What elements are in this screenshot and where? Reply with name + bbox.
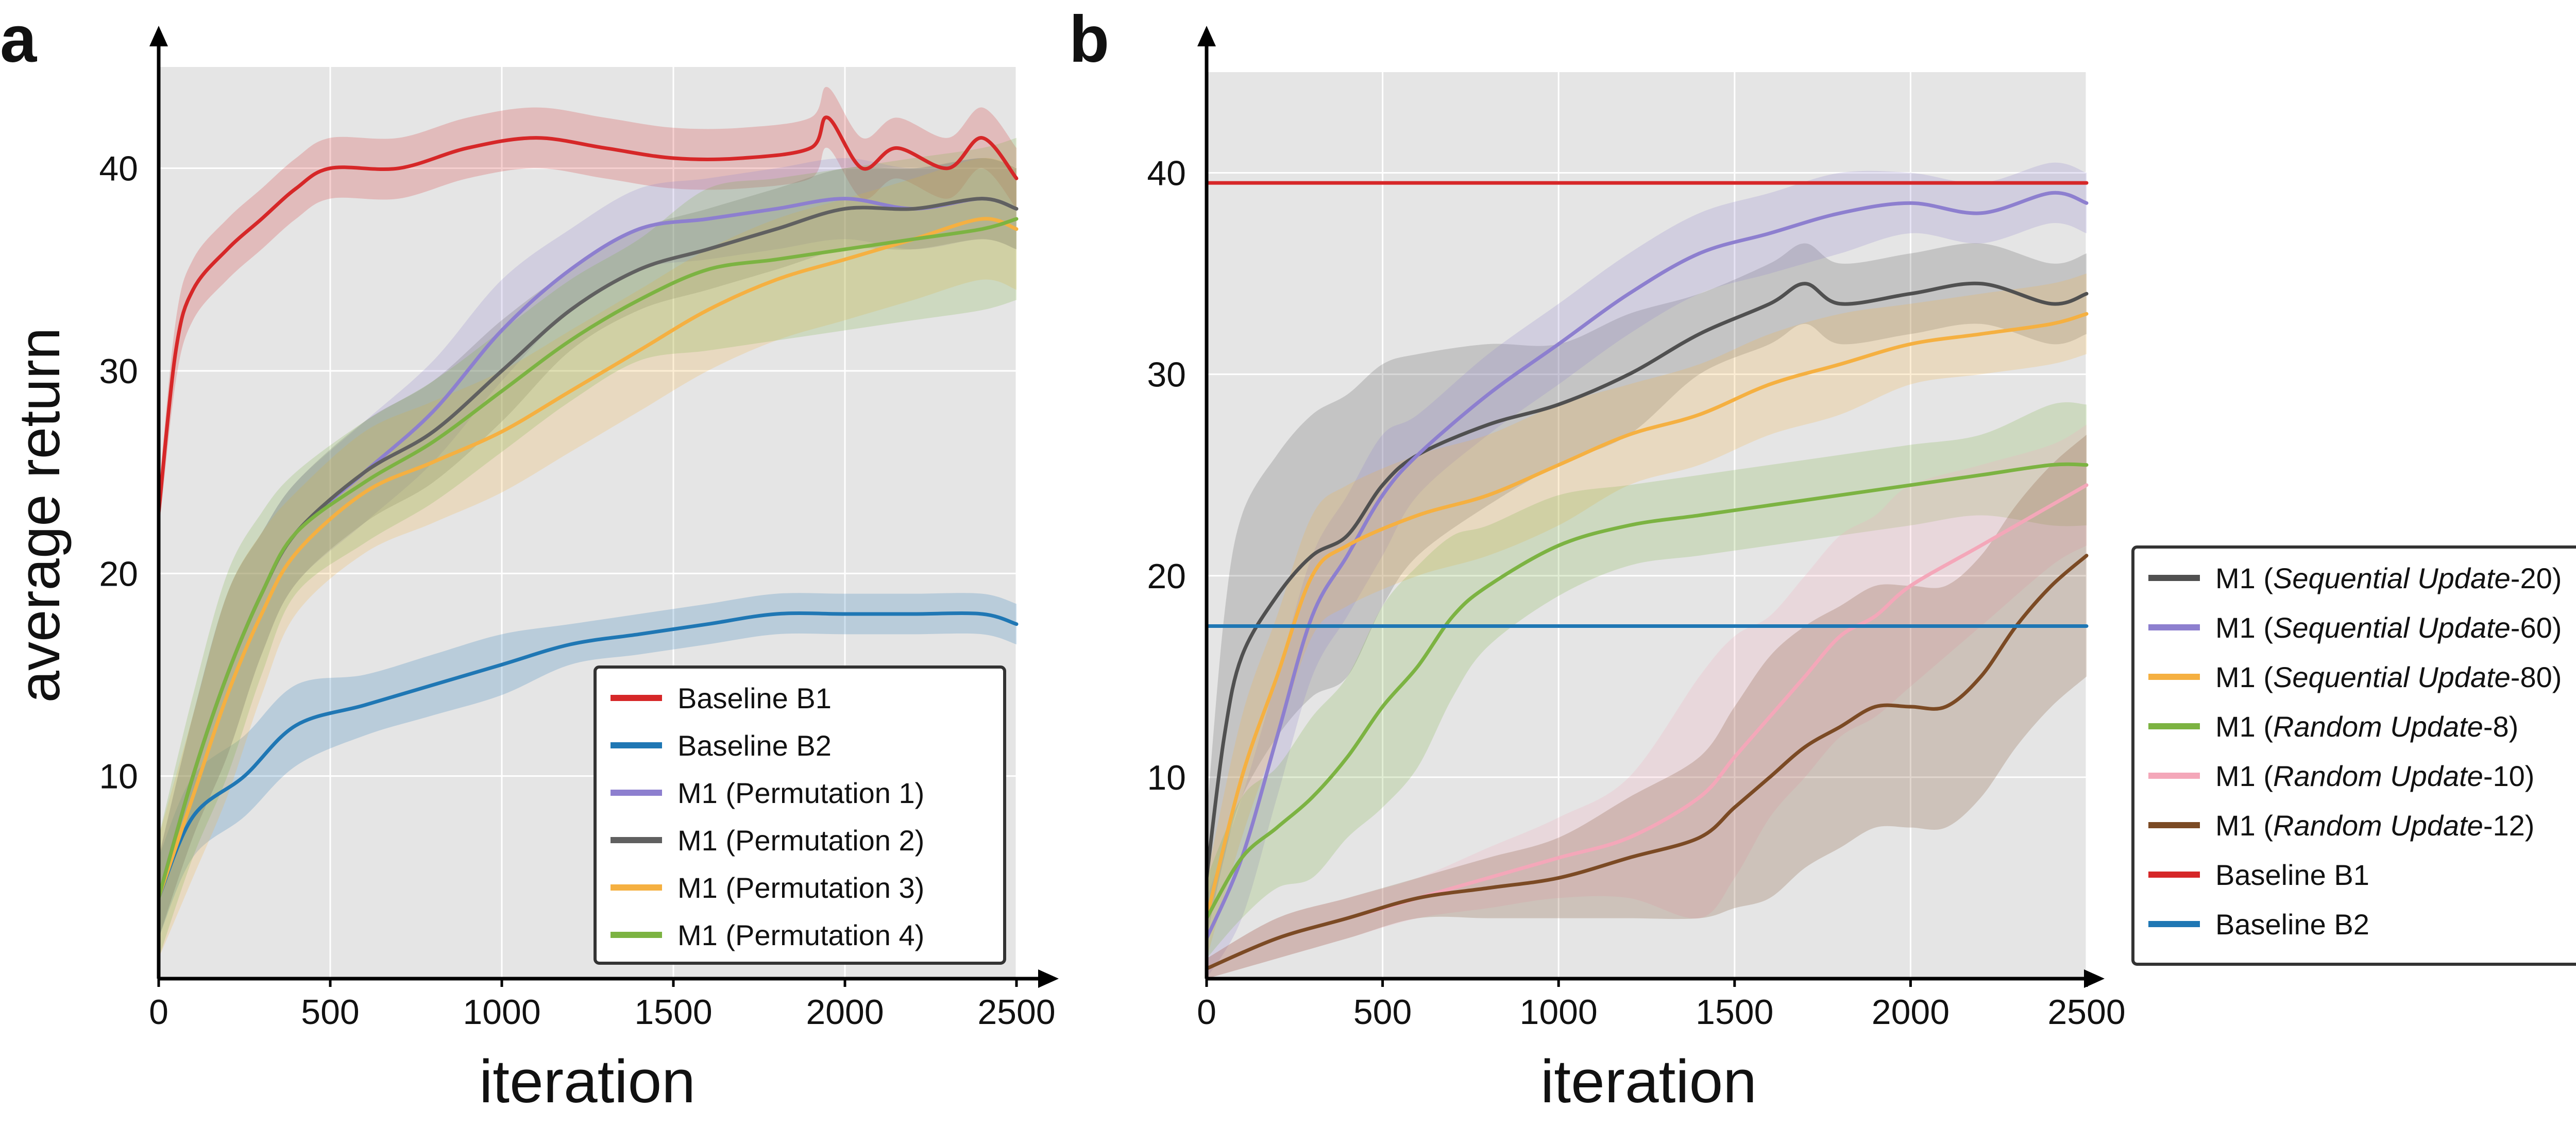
- y-tick-label: 30: [1147, 355, 1186, 395]
- series-line-1: [157, 611, 1019, 900]
- y-tick-label: 30: [99, 352, 138, 391]
- y-tick-label: 10: [1147, 758, 1186, 797]
- axes: 0 500 1000 1500 2000 2500 10 20 30 40: [99, 26, 1059, 1032]
- series-line-0: [157, 115, 1019, 515]
- legend-box: [2131, 545, 2576, 966]
- x-tick-label: 2000: [1872, 993, 1950, 1032]
- x-tick-label: 1500: [634, 993, 712, 1032]
- legend-entry-label: M1 (Sequential Update-60): [2215, 611, 2562, 644]
- panel-letter: a: [0, 3, 37, 76]
- legend-entry-label: Baseline B1: [677, 682, 832, 714]
- series-line-3: [1205, 462, 2089, 920]
- x-tick-label: 500: [301, 993, 359, 1032]
- panel-b: 0 500 1000 1500 2000 2500 10 20 30 40 iteration b M1…: [1069, 3, 2576, 1116]
- series-line-4: [157, 217, 1019, 900]
- legend-entry-label: M1 (Permutation 3): [677, 872, 924, 904]
- series-band-1: [159, 593, 1016, 938]
- legend-entry-label: M1 (Random Update-10): [2215, 760, 2534, 792]
- y-tick-label: 40: [1147, 154, 1186, 193]
- axes: 0 500 1000 1500 2000 2500 10 20 30 40: [1147, 26, 2126, 1032]
- series-line-5: [157, 217, 1019, 900]
- x-axis-label: iteration: [1540, 1048, 1757, 1116]
- series-band-5: [159, 138, 1016, 959]
- x-tick-label: 1000: [463, 993, 540, 1032]
- x-axis-label: iteration: [479, 1048, 696, 1116]
- x-axis-arrow: [2084, 969, 2105, 988]
- x-axis-arrow: [1038, 969, 1059, 988]
- series-band-0: [159, 87, 1016, 533]
- series-line-5: [1205, 554, 2089, 970]
- legend-entry-label: M1 (Sequential Update-80): [2215, 661, 2562, 693]
- x-tick-label: 2500: [977, 993, 1055, 1032]
- y-tick-label: 10: [99, 757, 138, 796]
- legend-entry-label: Baseline B2: [677, 729, 832, 762]
- legend-box: [594, 665, 1006, 965]
- legend: M1 (Sequential Update-20) M1 (Sequential …: [2131, 545, 2576, 966]
- legend: Baseline B1 Baseline B2 M1 (Permutation 1)…: [594, 665, 1006, 965]
- panel-a: 0 500 1000 1500 2000 2500 10 20 30 40 iteration ave…: [0, 3, 1059, 1116]
- series-band-2: [1207, 274, 2087, 959]
- panel-letter: b: [1069, 3, 1109, 76]
- x-tick-label: 0: [1197, 993, 1216, 1032]
- series-line-1: [1205, 191, 2089, 941]
- legend-entry-label: M1 (Permutation 2): [677, 824, 924, 857]
- series-band-4: [1207, 424, 2087, 979]
- legend-entry-label: M1 (Random Update-12): [2215, 809, 2534, 842]
- y-tick-label: 20: [99, 554, 138, 593]
- y-tick-label: 40: [99, 149, 138, 189]
- x-tick-label: 0: [149, 993, 168, 1032]
- y-axis-arrow: [1197, 26, 1216, 46]
- series-band-3: [1207, 402, 2087, 959]
- x-tick-label: 2500: [2047, 993, 2125, 1032]
- x-tick-label: 1000: [1520, 993, 1598, 1032]
- y-axis-label: average return: [7, 328, 72, 703]
- legend-entry-label: Baseline B2: [2215, 908, 2369, 941]
- y-tick-label: 20: [1147, 557, 1186, 596]
- legend-entry-label: Baseline B1: [2215, 859, 2369, 891]
- legend-entry-label: M1 (Permutation 1): [677, 777, 924, 809]
- y-axis-arrow: [149, 26, 168, 46]
- series-line-0: [1205, 281, 2089, 880]
- x-tick-label: 500: [1353, 993, 1412, 1032]
- legend-entry-label: M1 (Sequential Update-20): [2215, 562, 2562, 594]
- series-line-2: [1205, 312, 2089, 920]
- x-tick-label: 2000: [806, 993, 884, 1032]
- legend-entry-label: M1 (Random Update-8): [2215, 710, 2518, 743]
- series-band-0: [1207, 243, 2087, 938]
- legend-entry-label: M1 (Permutation 4): [677, 919, 924, 951]
- x-tick-label: 1500: [1696, 993, 1773, 1032]
